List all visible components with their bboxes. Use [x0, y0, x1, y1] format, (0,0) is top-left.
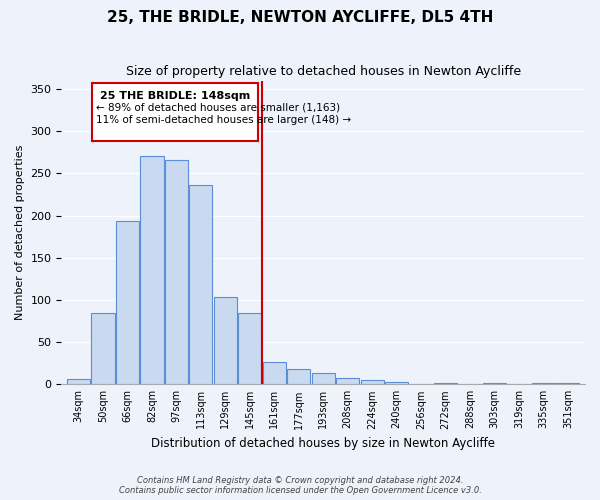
Bar	[336, 378, 359, 384]
Bar	[140, 156, 164, 384]
Bar	[434, 382, 457, 384]
FancyBboxPatch shape	[92, 83, 259, 142]
Bar	[214, 298, 237, 384]
Text: ← 89% of detached houses are smaller (1,163): ← 89% of detached houses are smaller (1,…	[95, 102, 340, 113]
Bar	[311, 374, 335, 384]
Title: Size of property relative to detached houses in Newton Aycliffe: Size of property relative to detached ho…	[125, 65, 521, 78]
Bar	[67, 379, 90, 384]
Bar	[189, 185, 212, 384]
Bar	[238, 314, 262, 384]
Bar	[385, 382, 408, 384]
X-axis label: Distribution of detached houses by size in Newton Aycliffe: Distribution of detached houses by size …	[151, 437, 495, 450]
Bar	[287, 369, 310, 384]
Bar	[91, 314, 115, 384]
Bar	[556, 382, 580, 384]
Text: Contains HM Land Registry data © Crown copyright and database right 2024.
Contai: Contains HM Land Registry data © Crown c…	[119, 476, 481, 495]
Bar	[361, 380, 384, 384]
Text: 11% of semi-detached houses are larger (148) →: 11% of semi-detached houses are larger (…	[95, 115, 351, 125]
Text: 25 THE BRIDLE: 148sqm: 25 THE BRIDLE: 148sqm	[100, 90, 250, 101]
Bar	[165, 160, 188, 384]
Text: 25, THE BRIDLE, NEWTON AYCLIFFE, DL5 4TH: 25, THE BRIDLE, NEWTON AYCLIFFE, DL5 4TH	[107, 10, 493, 25]
Bar	[532, 382, 555, 384]
Y-axis label: Number of detached properties: Number of detached properties	[15, 144, 25, 320]
Bar	[116, 222, 139, 384]
Bar	[483, 382, 506, 384]
Bar	[263, 362, 286, 384]
